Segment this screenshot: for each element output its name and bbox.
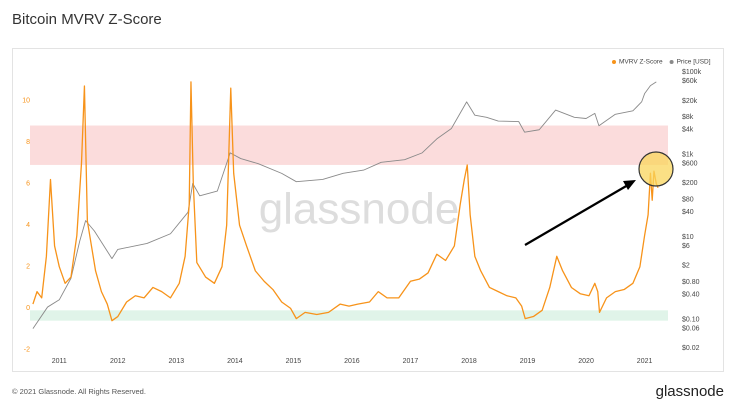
x-tick-label: 2012	[110, 358, 126, 365]
y2-tick-label: $0.02	[682, 345, 700, 352]
y-tick-label: -2	[24, 347, 30, 354]
copyright: © 2021 Glassnode. All Rights Reserved.	[12, 387, 146, 396]
x-tick-label: 2021	[637, 358, 653, 365]
x-tick-label: 2011	[52, 358, 67, 365]
y2-tick-label: $600	[682, 161, 698, 168]
y-tick-label: 6	[26, 180, 30, 187]
y2-tick-label: $10	[682, 234, 694, 241]
zone	[30, 310, 668, 321]
x-tick-label: 2016	[344, 358, 360, 365]
chart-title: Bitcoin MVRV Z-Score	[12, 11, 162, 28]
x-tick-label: 2017	[403, 358, 419, 365]
plot: glassnode -2 0 2 4 6 8 10 $0.02 $0.06 $0.10 $0.40 $0…	[22, 59, 711, 365]
highlight-circle	[638, 151, 674, 187]
chart-frame	[12, 48, 724, 372]
zscore-line	[32, 81, 659, 322]
x-tick-label: 2018	[461, 358, 477, 365]
annotation-arrow	[524, 184, 629, 246]
y2-tick-label: $200	[682, 180, 698, 187]
legend-swatch	[669, 60, 674, 64]
x-tick-label: 2015	[286, 358, 302, 365]
y2-tick-label: $8k	[682, 114, 694, 121]
y2-tick-label: $4k	[682, 127, 694, 134]
y2-tick-label: $100k	[682, 69, 702, 76]
y2-tick-label: $0.40	[682, 291, 700, 298]
y-tick-label: 2	[26, 264, 30, 271]
y2-tick-label: $2	[682, 263, 690, 270]
y-tick-label: 0	[26, 305, 30, 312]
x-tick-label: 2014	[227, 358, 243, 365]
y2-tick-label: $0.06	[682, 325, 700, 332]
y2-tick-label: $6	[682, 243, 690, 250]
y2-tick-label: $0.80	[682, 279, 700, 286]
y-tick-label: 10	[22, 97, 30, 104]
y2-tick-label: $20k	[682, 98, 698, 105]
y2-tick-label: $1k	[682, 151, 694, 158]
x-tick-label: 2019	[520, 358, 536, 365]
legend-label: MVRV Z-Score	[619, 59, 663, 66]
annotation	[524, 151, 674, 246]
y2-tick-label: $80	[682, 197, 694, 204]
legend-swatch	[612, 60, 616, 64]
y-tick-label: 4	[26, 222, 30, 229]
y-tick-label: 8	[26, 139, 30, 146]
y2-tick-label: $40	[682, 209, 694, 216]
y2-tick-label: $0.10	[682, 316, 700, 323]
watermark: glassnode	[259, 185, 460, 234]
footer-logo: glassnode	[656, 383, 724, 400]
x-tick-label: 2020	[578, 358, 594, 365]
x-tick-label: 2013	[169, 358, 185, 365]
y2-tick-label: $60k	[682, 78, 698, 85]
arrow-head	[623, 180, 636, 190]
price-line	[32, 81, 657, 329]
legend-label: Price [USD]	[677, 59, 711, 66]
zone	[30, 125, 668, 165]
